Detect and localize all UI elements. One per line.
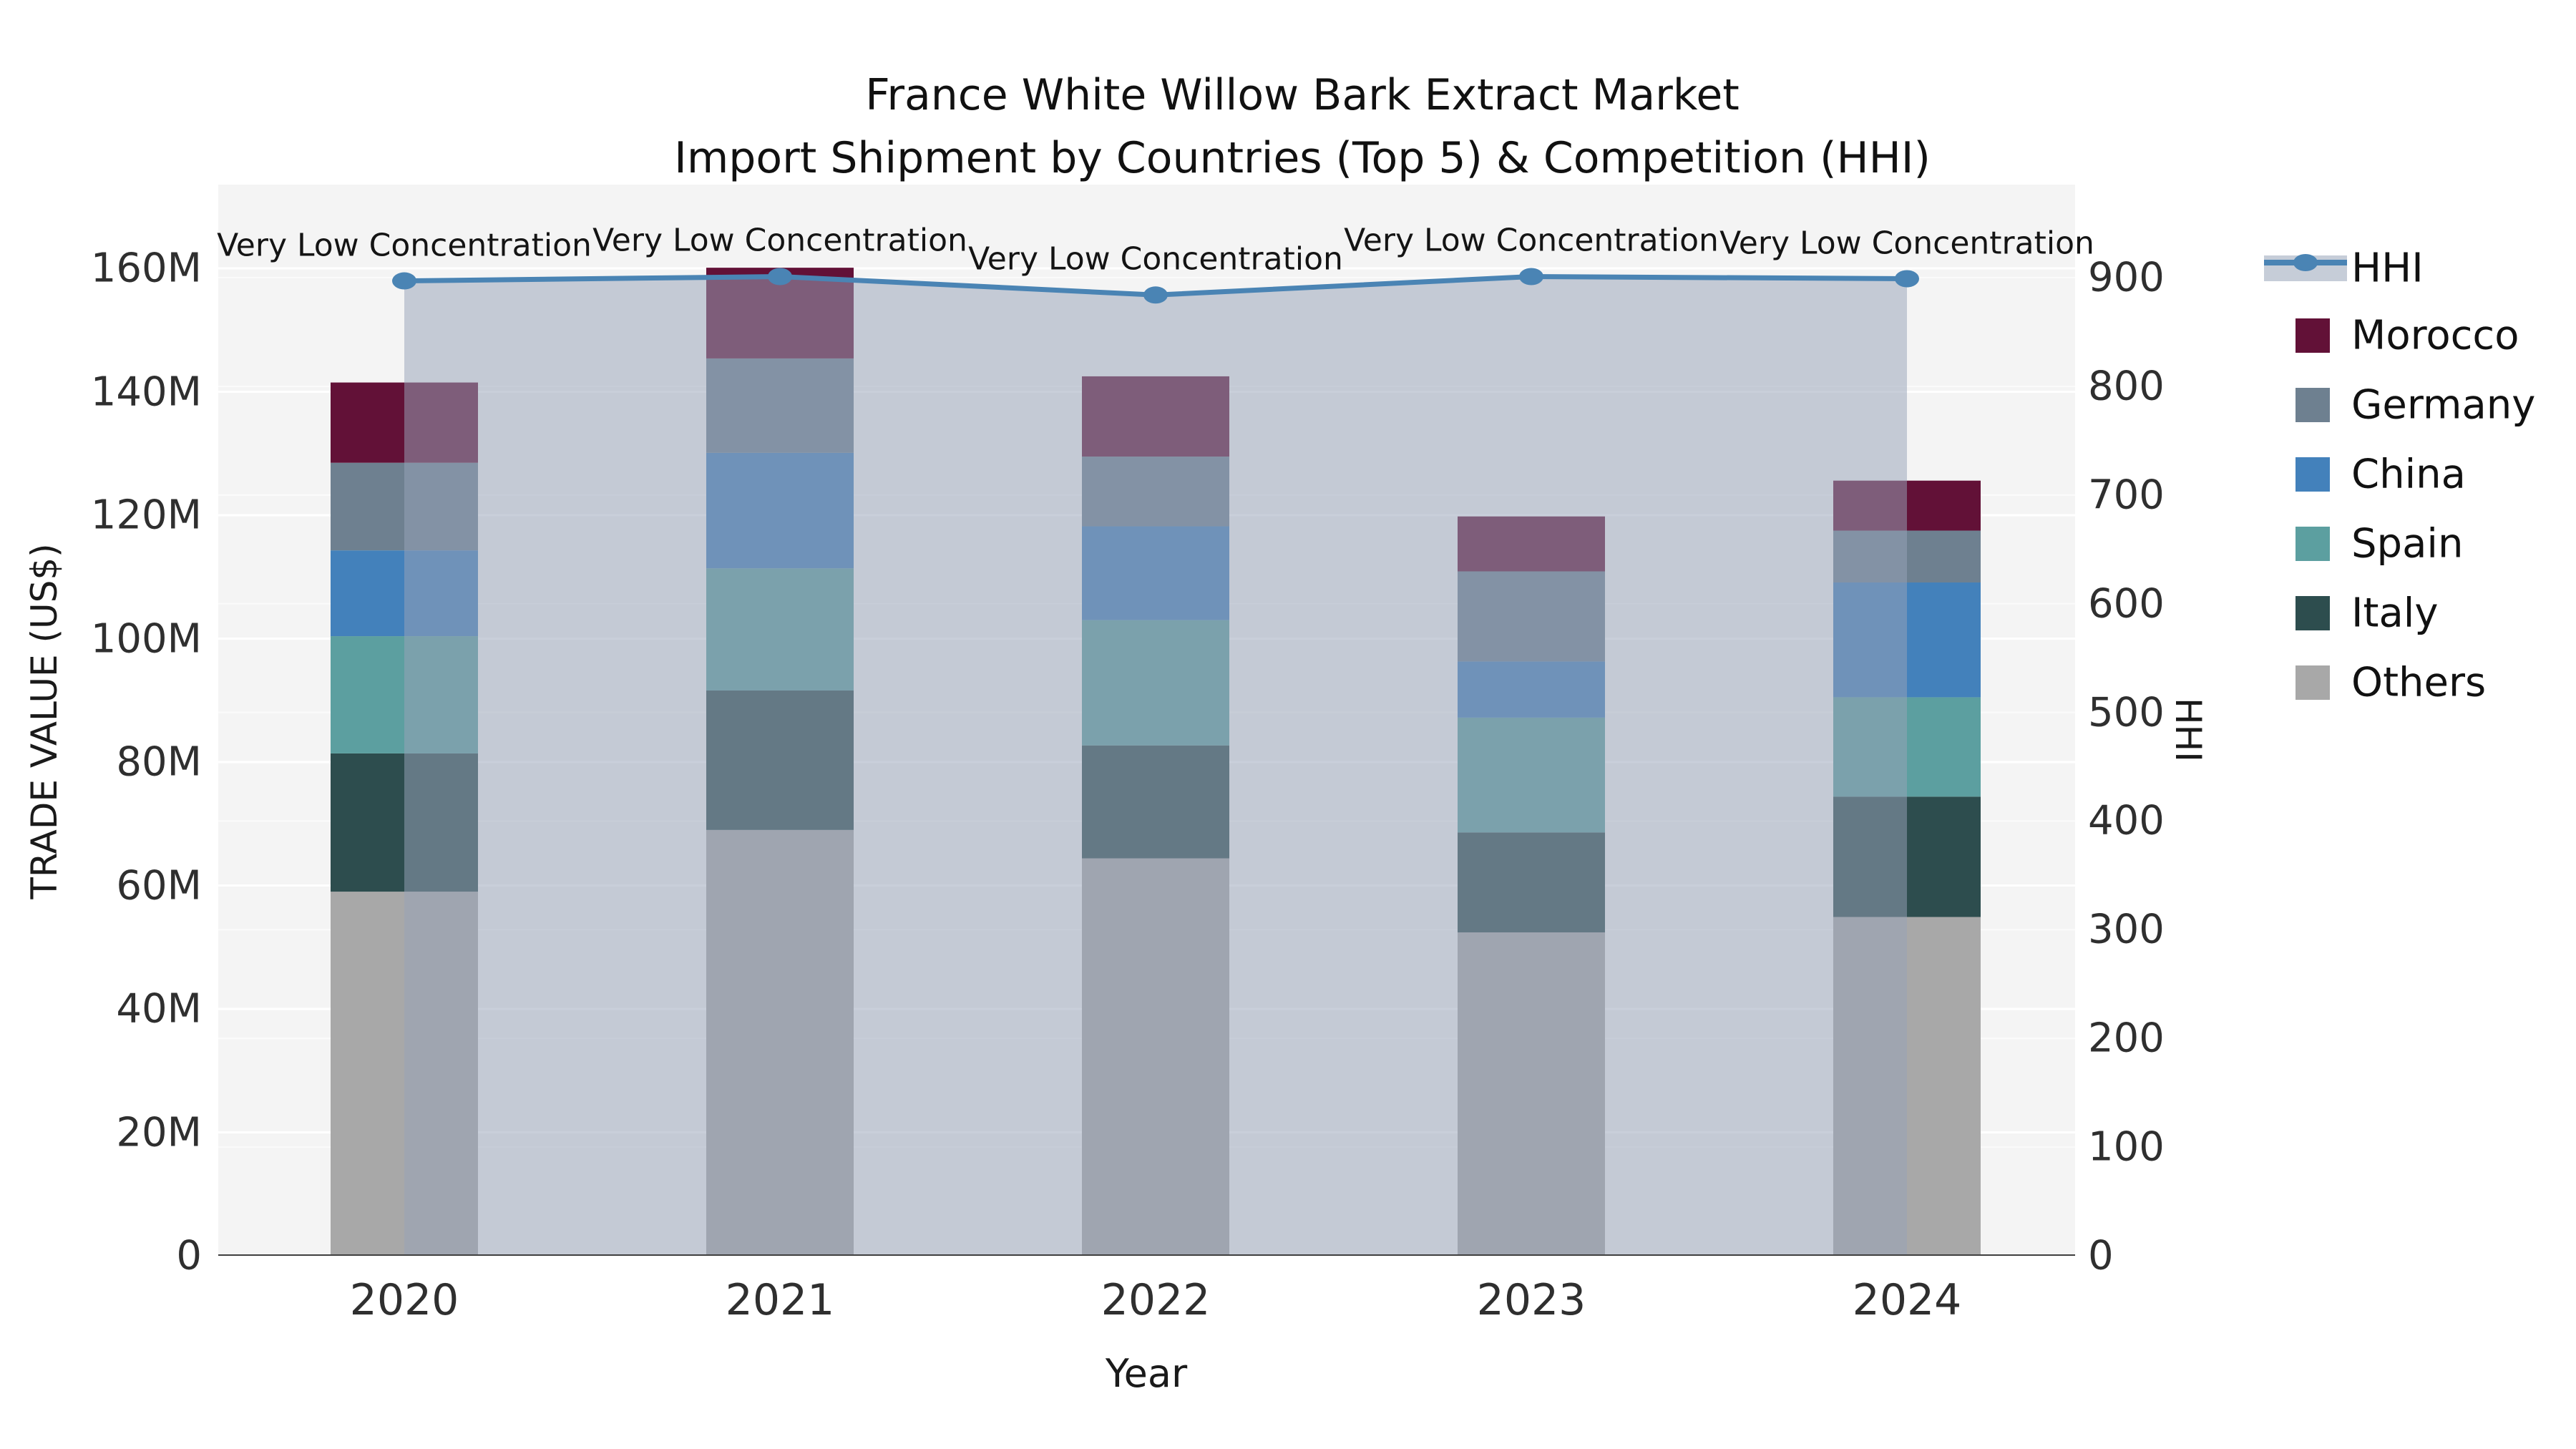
annotation-2020: Very Low Concentration: [217, 227, 592, 264]
left-tick-label-60M: 60M: [116, 862, 202, 909]
x-tick-label-2020: 2020: [349, 1275, 459, 1325]
left-tick-label-0: 0: [176, 1232, 202, 1279]
left-tick-label-20M: 20M: [116, 1109, 202, 1156]
left-tick-label-80M: 80M: [116, 738, 202, 786]
legend-item-china[interactable]: China: [2254, 442, 2569, 507]
left-axis-title: TRADE VALUE (US$): [24, 543, 65, 899]
hhi-marker-2020[interactable]: [392, 272, 416, 290]
annotation-2021: Very Low Concentration: [592, 222, 967, 259]
right-tick-label-900: 900: [2088, 254, 2165, 301]
right-tick-label-300: 300: [2088, 906, 2165, 953]
right-tick-label-400: 400: [2088, 797, 2165, 844]
legend-item-italy[interactable]: Italy: [2254, 581, 2569, 645]
chart-title: France White Willow Bark Extract Market: [865, 70, 1740, 120]
legend-label-hhi: HHI: [2351, 245, 2424, 292]
right-axis-title: HHI: [2167, 698, 2209, 762]
chart-subtitle: Import Shipment by Countries (Top 5) & C…: [674, 133, 1931, 183]
right-tick-label-600: 600: [2088, 580, 2165, 628]
legend-item-morocco[interactable]: Morocco: [2254, 303, 2569, 368]
right-tick-label-200: 200: [2088, 1015, 2165, 1062]
legend-item-spain[interactable]: Spain: [2254, 512, 2569, 576]
legend-item-others[interactable]: Others: [2254, 650, 2569, 715]
legend-swatch-china: [2296, 457, 2330, 492]
left-tick-label-160M: 160M: [90, 245, 202, 292]
legend-swatch-spain: [2296, 527, 2330, 561]
legend-label-china: China: [2351, 451, 2466, 498]
legend-label-morocco: Morocco: [2351, 312, 2519, 359]
right-tick-label-500: 500: [2088, 689, 2165, 736]
left-tick-label-140M: 140M: [90, 369, 202, 415]
left-tick-label-120M: 120M: [90, 492, 202, 539]
right-tick-label-0: 0: [2088, 1232, 2114, 1279]
x-tick-label-2024: 2024: [1852, 1275, 1962, 1325]
legend-swatch-morocco: [2296, 318, 2330, 353]
annotation-2023: Very Low Concentration: [1344, 222, 1719, 259]
hhi-area-fill: [404, 276, 1907, 1256]
hhi-marker-2022[interactable]: [1143, 286, 1168, 304]
x-tick-label-2021: 2021: [725, 1275, 835, 1325]
hhi-marker-2024[interactable]: [1895, 270, 1919, 288]
annotation-2024: Very Low Concentration: [1719, 225, 2094, 262]
legend-label-others: Others: [2351, 659, 2487, 706]
legend-label-italy: Italy: [2351, 590, 2439, 637]
legend-hhi-marker-icon: [2293, 254, 2318, 271]
legend-swatch-italy: [2296, 596, 2330, 630]
x-axis-line: [218, 1254, 2075, 1256]
legend-label-germany: Germany: [2351, 381, 2536, 429]
hhi-marker-2021[interactable]: [768, 268, 792, 286]
hhi-marker-2023[interactable]: [1519, 268, 1543, 286]
right-tick-label-700: 700: [2088, 472, 2165, 519]
x-tick-label-2023: 2023: [1476, 1275, 1586, 1325]
right-tick-label-800: 800: [2088, 363, 2165, 410]
gridline-left: [218, 267, 2075, 270]
left-tick-label-100M: 100M: [90, 615, 202, 662]
legend-label-spain: Spain: [2351, 520, 2464, 567]
right-tick-label-100: 100: [2088, 1123, 2165, 1171]
legend-item-germany[interactable]: Germany: [2254, 373, 2569, 437]
plot-svg: [218, 267, 2075, 1256]
x-tick-label-2022: 2022: [1101, 1275, 1211, 1325]
gridline-right: [218, 277, 2075, 278]
legend-swatch-germany: [2296, 388, 2330, 422]
legend-swatch-others: [2296, 665, 2330, 700]
legend-hhi-area-swatch: [2264, 254, 2347, 281]
legend-item-hhi[interactable]: HHI: [2254, 236, 2569, 301]
x-axis-title: Year: [1105, 1351, 1188, 1396]
annotation-2022: Very Low Concentration: [968, 240, 1343, 278]
left-tick-label-40M: 40M: [116, 985, 202, 1033]
